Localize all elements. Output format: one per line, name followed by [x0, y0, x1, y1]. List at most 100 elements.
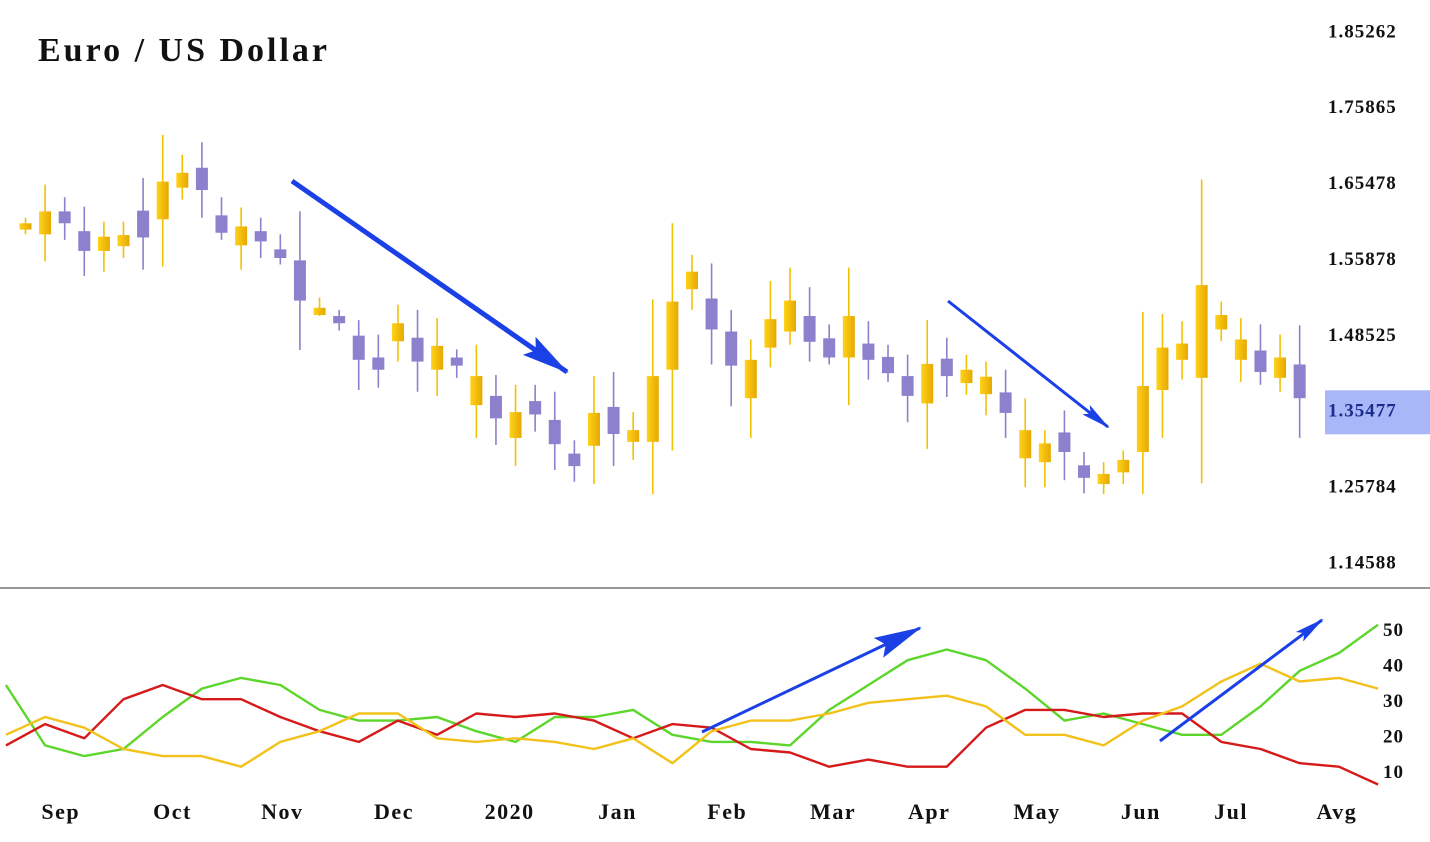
candle-body	[803, 316, 816, 342]
arrow	[290, 178, 569, 375]
price-panel: 1.85262 1.75865 1.65478 1.55878 1.48525 1.354…	[19, 21, 1430, 824]
candle-body	[254, 231, 267, 242]
x-tick-label: Jun	[1121, 799, 1161, 824]
y-tick-label: 10	[1383, 762, 1404, 783]
candle-body	[176, 172, 189, 188]
candle-body	[1176, 343, 1189, 360]
candle-body	[1156, 347, 1169, 391]
candle-body	[1136, 385, 1149, 453]
candle-body	[529, 401, 542, 415]
indicator-line	[4, 623, 1379, 758]
y-tick-label: 30	[1383, 691, 1404, 712]
indicator-panel: 10 20 30 40 50	[4, 620, 1404, 786]
indicator-line	[5, 683, 1379, 786]
candle-body	[627, 430, 640, 442]
x-tick-label: Avg	[1317, 799, 1358, 824]
candle-body	[235, 226, 248, 246]
candle-body	[1117, 459, 1130, 473]
candle-body	[78, 231, 91, 251]
candle-body	[764, 319, 777, 348]
candle-body	[666, 301, 679, 370]
candle-body	[1274, 357, 1287, 378]
indicator-line	[5, 662, 1379, 768]
candle-body	[58, 211, 71, 224]
candle-body	[921, 363, 934, 404]
candle-body	[999, 392, 1012, 413]
candle-body	[980, 376, 993, 395]
candle-body	[842, 316, 855, 358]
candle-body	[489, 395, 502, 419]
y-tick-label: 50	[1383, 620, 1404, 641]
y-tick-label: 40	[1383, 656, 1404, 677]
candle-body	[1038, 443, 1051, 463]
candle-body	[411, 337, 424, 362]
trend-arrows	[290, 178, 1324, 743]
candle-body	[1254, 350, 1267, 373]
candle-body	[293, 260, 306, 301]
arrow	[947, 299, 1110, 429]
x-tick-label: Nov	[261, 799, 303, 824]
candle-body	[862, 343, 875, 360]
chart-title: Euro / US Dollar	[38, 32, 330, 69]
x-tick-label: Sep	[41, 799, 80, 824]
candle-body	[725, 331, 738, 366]
candle-body	[450, 357, 463, 366]
price-highlight	[1325, 390, 1430, 435]
candle-body	[548, 419, 561, 445]
candle-body	[274, 249, 287, 259]
candle-body	[1058, 432, 1071, 453]
candle-body	[352, 335, 365, 360]
candle-body	[156, 181, 169, 220]
y-tick-label: 1.75865	[1328, 97, 1397, 118]
candle-body	[882, 356, 895, 374]
y-tick-label: 1.85262	[1328, 21, 1397, 42]
candle-body	[470, 376, 483, 406]
x-tick-label: Jul	[1214, 799, 1248, 824]
candle-body	[1078, 465, 1091, 478]
candle-body	[568, 453, 581, 467]
candle-body	[1097, 473, 1110, 485]
candle-body	[97, 236, 110, 251]
candle-body	[431, 345, 444, 370]
candle-body	[313, 307, 326, 316]
candle-body	[1293, 364, 1306, 399]
candle-body	[333, 316, 346, 324]
arrow	[701, 626, 922, 734]
candle-body	[391, 323, 404, 342]
candle-body	[783, 300, 796, 332]
candle-body	[744, 359, 757, 399]
candle-body	[1234, 339, 1247, 360]
candle-body	[705, 298, 718, 330]
candle-body	[195, 167, 208, 191]
candle-body	[587, 412, 600, 446]
candle-body	[1195, 285, 1208, 378]
x-tick-label: 2020	[485, 799, 535, 824]
x-tick-label: May	[1013, 799, 1060, 824]
candle-body	[901, 376, 914, 396]
x-tick-label: Feb	[707, 799, 747, 824]
arrow	[1159, 618, 1324, 743]
candle-body	[39, 211, 52, 235]
x-tick-label: Mar	[810, 799, 856, 824]
x-tick-label: Oct	[153, 799, 192, 824]
candle-body	[685, 271, 698, 290]
y-tick-label: 1.65478	[1328, 173, 1397, 194]
candle-body	[960, 369, 973, 384]
y-tick-label: 20	[1383, 727, 1404, 748]
candle-body	[646, 376, 659, 442]
candle-body	[372, 357, 385, 370]
candle-body	[19, 223, 32, 230]
y-tick-label: 1.48525	[1328, 325, 1397, 346]
candle-body	[215, 215, 228, 233]
candle-body	[1019, 430, 1032, 459]
candle-body	[137, 210, 150, 238]
y-tick-label: 1.25784	[1328, 477, 1397, 498]
x-tick-label: Jan	[598, 799, 637, 824]
y-tick-label: 1.14588	[1328, 552, 1397, 573]
candle-body	[1215, 315, 1228, 330]
candle-body	[823, 338, 836, 358]
y-tick-label: 1.35477	[1328, 401, 1397, 422]
